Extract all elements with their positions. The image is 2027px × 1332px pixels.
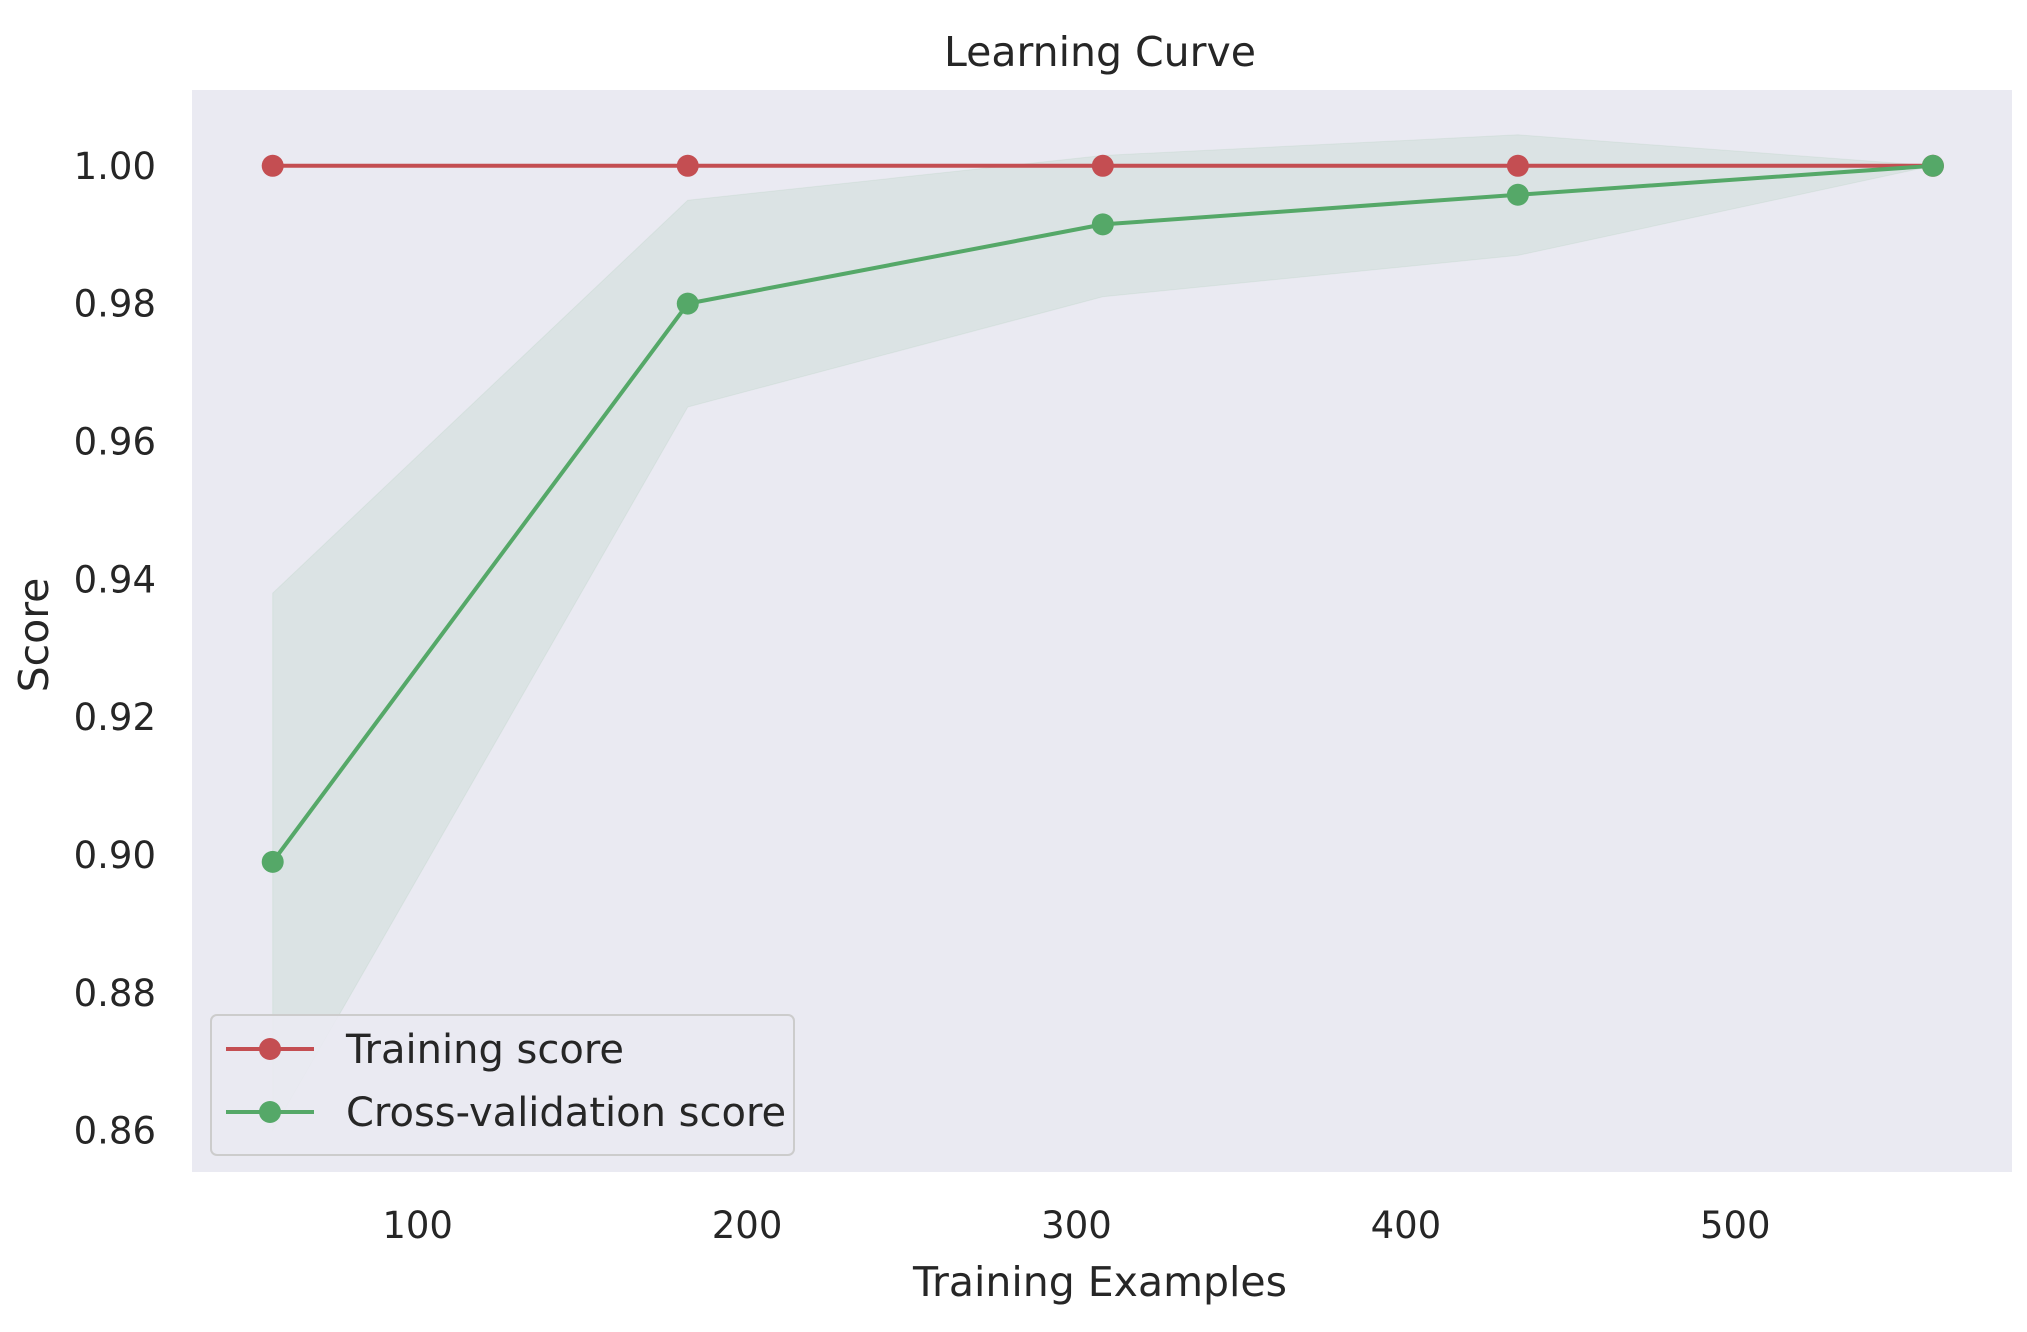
y-tick-label: 0.96 [74,420,156,463]
band-1 [272,134,1934,1133]
legend-label-cross-validation: Cross-validation score [346,1090,786,1136]
legend-marker-cross-validation [259,1101,281,1123]
data-point-1-0 [261,850,284,873]
legend: Training score Cross-validation score [210,1014,795,1156]
data-point-0-1 [676,154,699,177]
data-point-1-1 [676,292,699,315]
y-tick-label: 0.98 [74,283,156,326]
data-point-1-2 [1091,213,1114,236]
legend-label-training: Training score [345,1027,624,1073]
data-point-1-3 [1506,183,1529,206]
x-tick-label: 100 [382,1204,453,1247]
chart-title: Learning Curve [944,28,1256,76]
x-axis: 100 200 300 400 500 [382,1204,1770,1247]
y-tick-label: 0.92 [74,696,156,739]
legend-box [210,1014,795,1156]
y-tick-label: 0.94 [74,558,156,601]
x-tick-label: 400 [1371,1204,1442,1247]
y-tick-label: 0.90 [74,834,156,877]
series-points [261,154,1944,873]
x-tick-label: 200 [712,1204,783,1247]
data-point-0-2 [1091,154,1114,177]
x-tick-label: 500 [1700,1204,1771,1247]
y-tick-label: 1.00 [74,145,156,188]
y-tick-label: 0.88 [74,972,156,1015]
y-axis-label: Score [10,578,58,693]
data-point-0-0 [261,154,284,177]
plot-area [192,90,2012,1172]
data-point-1-4 [1921,154,1944,177]
y-axis: 0.86 0.88 0.90 0.92 0.94 0.96 0.98 1.00 [74,145,156,1153]
legend-marker-training [259,1038,281,1060]
data-point-0-3 [1506,154,1529,177]
x-axis-label: Training Examples [912,1258,1287,1306]
y-tick-label: 0.86 [74,1110,156,1153]
x-tick-label: 300 [1041,1204,1112,1247]
